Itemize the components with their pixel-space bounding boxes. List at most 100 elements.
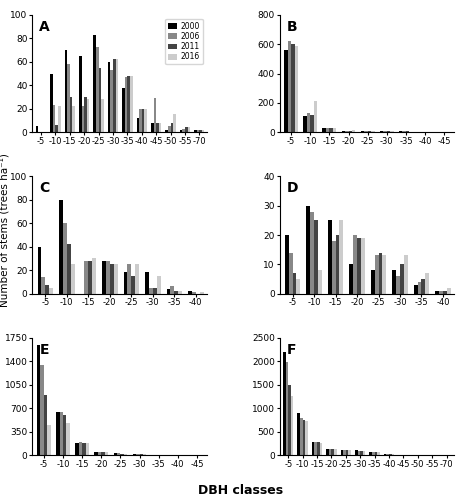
Bar <box>382 256 386 294</box>
Bar <box>392 454 394 455</box>
Bar <box>101 452 105 455</box>
Bar <box>314 220 318 294</box>
Bar <box>139 454 143 455</box>
Bar <box>284 50 288 132</box>
Bar <box>328 220 332 294</box>
Bar <box>443 290 447 294</box>
Bar <box>65 50 67 132</box>
Bar <box>136 454 139 455</box>
Bar <box>63 224 67 294</box>
Bar <box>49 288 53 294</box>
Bar <box>384 454 387 455</box>
Bar <box>58 106 61 132</box>
Bar <box>333 128 336 132</box>
Bar <box>50 74 53 132</box>
Bar <box>87 100 89 132</box>
Bar <box>307 113 310 132</box>
Bar <box>379 252 382 294</box>
Bar <box>182 128 185 132</box>
Bar <box>124 454 127 455</box>
Bar <box>288 385 291 455</box>
Bar <box>307 206 310 294</box>
Bar <box>143 454 146 455</box>
Bar <box>396 276 400 293</box>
Bar <box>303 116 307 132</box>
Bar <box>288 252 293 294</box>
Bar <box>106 260 110 294</box>
Bar <box>326 128 329 132</box>
Bar <box>156 122 159 132</box>
Bar <box>178 291 182 294</box>
Bar <box>113 264 118 294</box>
Legend: 2000, 2006, 2011, 2016: 2000, 2006, 2011, 2016 <box>165 19 203 64</box>
Bar <box>127 264 131 294</box>
Bar <box>329 128 333 132</box>
Bar <box>38 246 41 294</box>
Bar <box>326 449 329 455</box>
Bar <box>170 122 173 132</box>
Bar <box>361 238 365 294</box>
Bar <box>101 100 104 132</box>
Text: A: A <box>39 20 50 34</box>
Bar <box>197 130 199 132</box>
Bar <box>56 125 58 132</box>
Bar <box>349 264 353 294</box>
Bar <box>56 412 60 455</box>
Bar <box>392 270 396 293</box>
Bar <box>346 450 349 455</box>
Bar <box>110 70 113 132</box>
Bar <box>285 235 288 294</box>
Text: F: F <box>287 342 296 356</box>
Bar <box>84 260 88 294</box>
Bar <box>336 235 339 294</box>
Bar <box>199 130 202 132</box>
Bar <box>94 35 96 132</box>
Bar <box>298 413 300 455</box>
Bar <box>314 442 317 455</box>
Text: E: E <box>39 342 49 356</box>
Bar <box>98 452 101 455</box>
Bar <box>88 260 92 294</box>
Bar <box>293 273 296 293</box>
Bar <box>139 108 142 132</box>
Bar <box>156 276 161 293</box>
Bar <box>92 258 96 294</box>
Bar <box>99 68 101 132</box>
Bar <box>174 291 178 294</box>
Bar <box>329 449 332 455</box>
Text: DBH classes: DBH classes <box>198 484 283 498</box>
Bar <box>127 76 130 132</box>
Bar <box>352 130 356 132</box>
Bar <box>105 452 108 455</box>
Bar <box>167 289 170 294</box>
Bar <box>447 288 451 294</box>
Bar <box>60 412 63 455</box>
Bar <box>37 344 40 455</box>
Text: C: C <box>39 181 50 195</box>
Bar <box>303 420 305 455</box>
Bar <box>371 270 375 293</box>
Bar <box>79 442 82 455</box>
Bar <box>421 279 425 293</box>
Bar <box>349 130 352 132</box>
Bar <box>188 128 190 132</box>
Bar <box>291 44 294 132</box>
Bar <box>149 288 153 294</box>
Bar <box>102 260 106 294</box>
Bar <box>44 395 47 455</box>
Bar <box>153 288 156 294</box>
Bar <box>75 443 79 455</box>
Bar <box>296 279 300 293</box>
Bar <box>185 128 188 132</box>
Bar <box>124 272 127 293</box>
Bar <box>319 443 322 455</box>
Bar <box>188 291 192 294</box>
Bar <box>360 451 363 455</box>
Bar <box>84 97 87 132</box>
Bar <box>194 130 197 132</box>
Bar <box>82 442 86 455</box>
Bar <box>323 128 326 132</box>
Bar <box>291 396 294 455</box>
Bar <box>53 105 56 132</box>
Bar <box>364 130 368 132</box>
